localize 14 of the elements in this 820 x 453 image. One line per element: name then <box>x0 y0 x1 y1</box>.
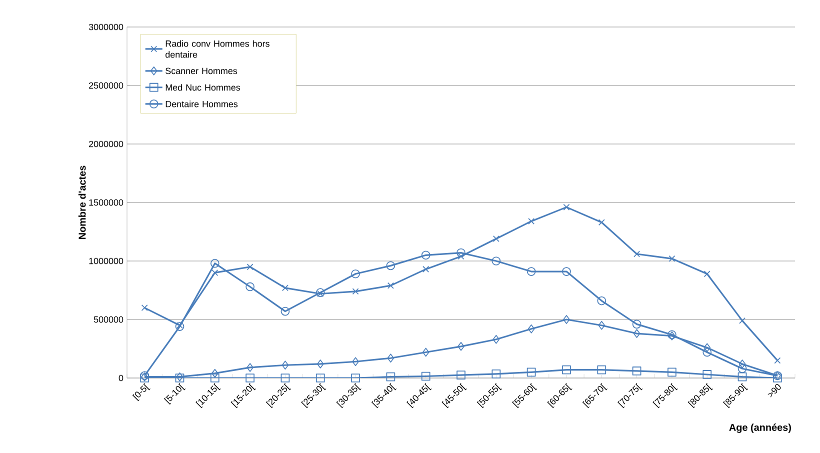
y-tick-label: 1000000 <box>89 258 124 264</box>
y-tick-label: 2000000 <box>89 140 124 148</box>
y-tick-label: 1500000 <box>89 199 124 206</box>
y-tick-label: 500000 <box>94 316 124 323</box>
legend-label: Med Nuc Hommes <box>166 84 240 91</box>
x-tick-label: >90 <box>768 384 781 398</box>
y-axis-title: Nombre d'actes <box>78 166 86 239</box>
x-axis-title: Age (années) <box>729 424 791 433</box>
y-tick-label: 0 <box>118 374 124 382</box>
y-tick-label: 3000000 <box>88 24 124 30</box>
legend-label: Scanner Hommes <box>166 68 238 74</box>
legend-label: Radio conv Hommes hors dentaire <box>166 40 270 58</box>
y-tick-label: 2500000 <box>89 82 124 89</box>
legend-label: Dentaire Hommes <box>166 100 238 108</box>
